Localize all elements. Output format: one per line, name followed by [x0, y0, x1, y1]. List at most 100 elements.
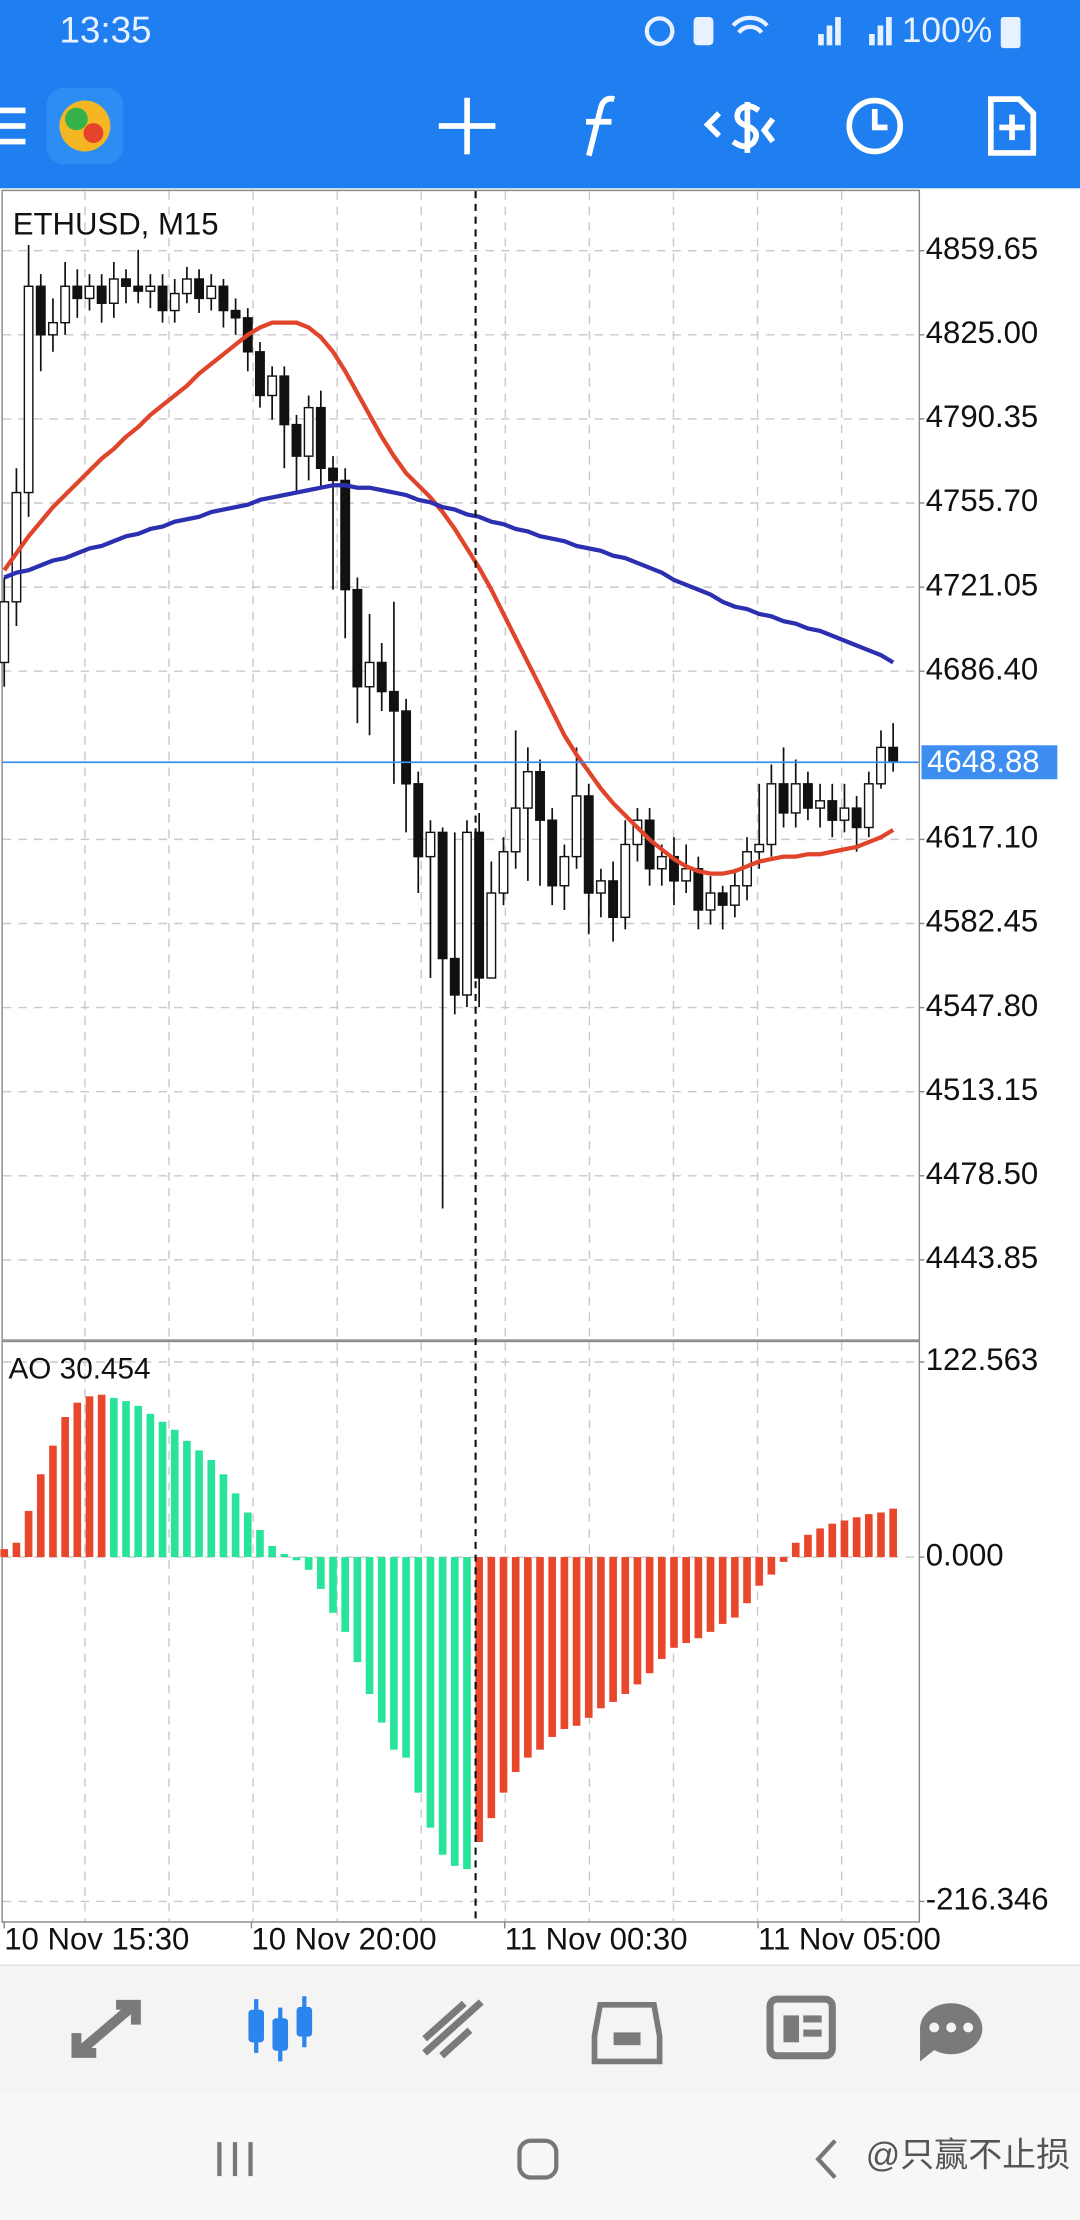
- candle-body: [522, 770, 533, 809]
- app-logo[interactable]: [46, 87, 124, 165]
- candle-body: [267, 375, 278, 397]
- ao-bar: [61, 1417, 69, 1558]
- ao-bar: [548, 1557, 557, 1737]
- candle-body: [863, 783, 874, 829]
- ao-bar: [645, 1557, 654, 1674]
- ao-bar: [341, 1557, 350, 1632]
- candle-body: [839, 807, 850, 821]
- ao-bar: [621, 1557, 630, 1694]
- candle-body: [681, 868, 692, 882]
- chat-tab[interactable]: [920, 2003, 983, 2062]
- x-tick-label: 10 Nov 15:30: [4, 1921, 189, 1956]
- candle-body: [35, 285, 46, 336]
- y-tick-label: 122.563: [926, 1342, 1039, 1377]
- candle-body: [583, 795, 594, 894]
- candle-body: [620, 843, 631, 919]
- ao-bar: [0, 1549, 9, 1558]
- indicators-button[interactable]: [586, 95, 615, 157]
- ao-bar: [633, 1557, 642, 1685]
- indicator-title: AO 30.454: [8, 1352, 150, 1385]
- ao-bar: [840, 1520, 849, 1558]
- ao-bar: [670, 1557, 678, 1648]
- ao-bar: [304, 1557, 313, 1570]
- new-order-button[interactable]: [987, 96, 1037, 156]
- candle-body: [705, 892, 716, 911]
- system-buttons: [217, 2138, 837, 2180]
- x-tick-label: 11 Nov 05:00: [758, 1921, 941, 1956]
- candle-body: [462, 831, 472, 996]
- crosshair-button[interactable]: [438, 97, 496, 155]
- ao-bar: [414, 1557, 423, 1793]
- y-tick-label: 4686.40: [926, 651, 1039, 686]
- ao-bar: [572, 1557, 581, 1726]
- moving-average-line: [2, 320, 895, 876]
- candle-body: [181, 278, 192, 295]
- ao-bar: [731, 1557, 739, 1618]
- y-tick-label: 4547.80: [926, 988, 1039, 1023]
- trade-button[interactable]: [703, 101, 776, 153]
- candle-body: [827, 800, 838, 821]
- ao-bar: [694, 1557, 703, 1639]
- ao-bar: [49, 1445, 57, 1558]
- chart-tab[interactable]: [248, 1996, 313, 2062]
- ao-bar: [110, 1397, 118, 1558]
- ao-bar: [292, 1557, 301, 1561]
- candle-body: [315, 406, 326, 470]
- ao-bar: [584, 1557, 593, 1718]
- toolbar: [438, 95, 1037, 157]
- candle-body: [364, 661, 375, 688]
- candle-body: [815, 800, 826, 809]
- candle-body: [547, 819, 558, 887]
- candle-body: [376, 661, 387, 693]
- ao-bar: [560, 1557, 569, 1729]
- candle-body: [876, 746, 886, 785]
- ao-bar: [877, 1512, 885, 1558]
- candle-body: [790, 783, 801, 814]
- ao-bar: [657, 1557, 666, 1659]
- candle-body: [851, 807, 862, 829]
- news-tab[interactable]: [766, 1995, 836, 2060]
- watermark: @只赢不止损: [866, 2137, 1070, 2175]
- price-pane: [1, 189, 921, 1341]
- ao-bar: [852, 1517, 861, 1558]
- ao-bar: [499, 1557, 508, 1793]
- history-tab[interactable]: [591, 2001, 663, 2065]
- ao-bar: [365, 1557, 374, 1694]
- candle-body: [717, 892, 728, 906]
- ao-bar: [718, 1557, 727, 1624]
- quotes-tab[interactable]: [71, 1999, 141, 2058]
- y-tick-label: -216.346: [926, 1882, 1049, 1917]
- ao-bar: [243, 1512, 252, 1558]
- price-tag: [921, 745, 1058, 780]
- ao-bar: [353, 1557, 362, 1663]
- ao-bar: [207, 1459, 216, 1558]
- candle-body: [778, 783, 789, 814]
- ao-bar: [706, 1557, 715, 1632]
- ao-bar: [816, 1528, 824, 1558]
- ao-bar: [779, 1557, 788, 1562]
- candle-body: [303, 406, 314, 457]
- trade-tab[interactable]: [422, 1999, 484, 2059]
- ao-bar: [256, 1530, 264, 1558]
- ao-bar: [609, 1557, 617, 1702]
- nav-icons: [71, 1995, 983, 2065]
- ao-bar: [97, 1394, 106, 1558]
- period-button[interactable]: [846, 97, 904, 155]
- price-tag-label: 4648.88: [927, 744, 1040, 779]
- menu-button[interactable]: [0, 107, 26, 145]
- candle-body: [0, 601, 10, 664]
- home-button[interactable]: [517, 2138, 559, 2180]
- recent-apps-button[interactable]: [217, 2142, 253, 2177]
- y-tick-label: 4443.85: [926, 1240, 1039, 1275]
- ao-bar: [170, 1429, 179, 1558]
- candle-body: [72, 285, 83, 300]
- candle-body: [279, 375, 290, 426]
- back-button[interactable]: [815, 2139, 837, 2179]
- candle-body: [133, 285, 144, 292]
- ao-bar: [158, 1421, 167, 1558]
- status-icons: [644, 15, 1021, 49]
- candle-body: [449, 957, 460, 996]
- ao-bar: [450, 1557, 459, 1866]
- ao-bar: [134, 1405, 143, 1558]
